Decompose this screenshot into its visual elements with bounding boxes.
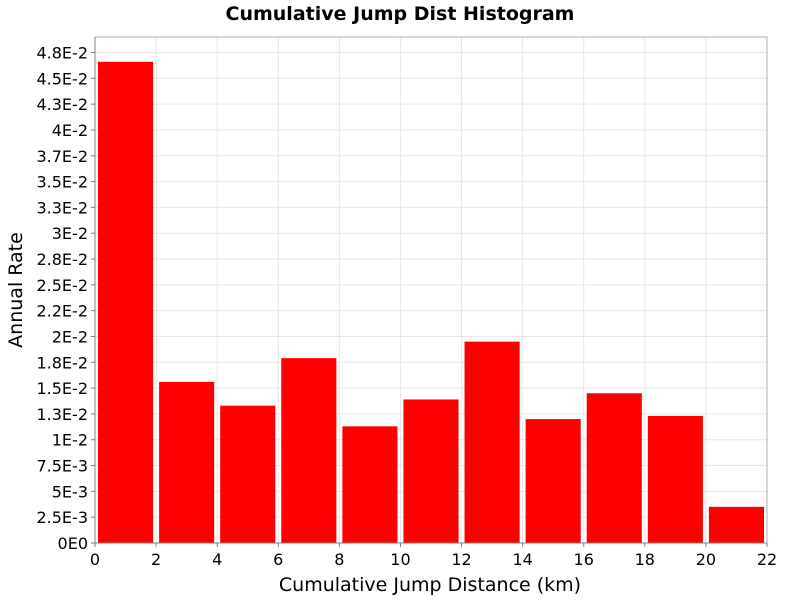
y-tick-label: 3.7E-2	[36, 147, 88, 166]
x-tick-label: 18	[635, 550, 655, 569]
x-tick-label: 4	[212, 550, 222, 569]
y-tick-label: 7.5E-3	[36, 457, 88, 476]
histogram-bar	[403, 399, 459, 543]
x-tick-label: 14	[512, 550, 532, 569]
x-tick-label: 16	[574, 550, 594, 569]
y-tick-label: 2.5E-2	[36, 276, 88, 295]
y-tick-label: 1.5E-2	[36, 379, 88, 398]
chart-title: Cumulative Jump Dist Histogram	[226, 3, 575, 25]
x-tick-label: 12	[451, 550, 471, 569]
y-tick-label: 4.5E-2	[36, 69, 88, 88]
histogram-bar	[464, 341, 520, 543]
x-tick-label: 6	[273, 550, 283, 569]
x-tick-label: 0	[90, 550, 100, 569]
histogram-bar	[220, 405, 276, 543]
y-tick-label: 4.3E-2	[36, 95, 88, 114]
y-tick-label: 2.2E-2	[36, 302, 88, 321]
x-axis-label: Cumulative Jump Distance (km)	[279, 574, 581, 596]
y-tick-label: 1.8E-2	[36, 353, 88, 372]
y-tick-label: 0E0	[58, 534, 88, 553]
y-tick-label: 3.5E-2	[36, 173, 88, 192]
y-tick-label: 3.3E-2	[36, 198, 88, 217]
y-tick-label: 1E-2	[52, 431, 88, 450]
y-tick-label: 4E-2	[52, 121, 88, 140]
x-tick-label: 2	[151, 550, 161, 569]
y-axis-label: Annual Rate	[5, 232, 27, 348]
x-axis: 0 2 4 6 8 10 12 14 16 18 20 22	[90, 542, 777, 569]
histogram-bar	[159, 381, 215, 543]
histogram-bar	[647, 415, 703, 543]
histogram-bar	[586, 393, 642, 543]
y-tick-label: 5E-3	[52, 482, 88, 501]
y-tick-label: 2.8E-2	[36, 250, 88, 269]
y-tick-label: 4.8E-2	[36, 43, 88, 62]
x-tick-label: 8	[334, 550, 344, 569]
y-tick-label: 2.5E-3	[36, 508, 88, 527]
bars	[98, 61, 764, 544]
y-tick-label: 1.3E-2	[36, 405, 88, 424]
histogram-bar	[342, 426, 398, 543]
y-tick-label: 3E-2	[52, 224, 88, 243]
histogram-bar	[98, 61, 154, 544]
x-tick-label: 10	[390, 550, 410, 569]
y-tick-label: 2E-2	[52, 327, 88, 346]
y-axis: 0E0 2.5E-3 5E-3 7.5E-3 1E-2 1.3E-2 1.5E-2 1.8E-…	[36, 37, 96, 553]
histogram-bar	[708, 506, 764, 543]
x-tick-label: 20	[696, 550, 716, 569]
x-tick-label: 22	[757, 550, 777, 569]
histogram-bar	[281, 358, 337, 543]
histogram-bar	[525, 419, 581, 543]
